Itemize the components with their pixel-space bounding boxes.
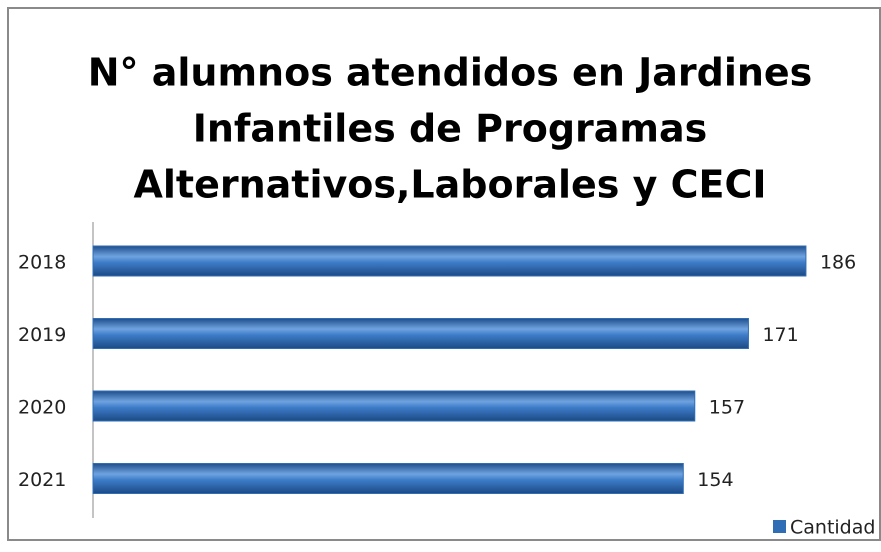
bar — [92, 245, 807, 277]
bar — [92, 318, 749, 349]
bar — [92, 463, 684, 494]
chart-title: Alternativos,Laborales y CECI — [134, 163, 767, 207]
value-label: 154 — [697, 469, 733, 491]
y-tick-label: 2021 — [18, 469, 66, 491]
value-label: 171 — [762, 324, 798, 346]
value-label: 186 — [820, 252, 856, 274]
chart-title: N° alumnos atendidos en Jardines — [88, 51, 813, 95]
y-tick-label: 2018 — [18, 252, 66, 274]
y-tick-label: 2019 — [18, 324, 66, 346]
legend-label: Cantidad — [790, 517, 875, 539]
bar — [92, 390, 696, 422]
y-tick-label: 2020 — [18, 397, 66, 419]
legend-swatch — [773, 520, 786, 533]
value-label: 157 — [709, 397, 745, 419]
chart-title: Infantiles de Programas — [193, 107, 708, 151]
